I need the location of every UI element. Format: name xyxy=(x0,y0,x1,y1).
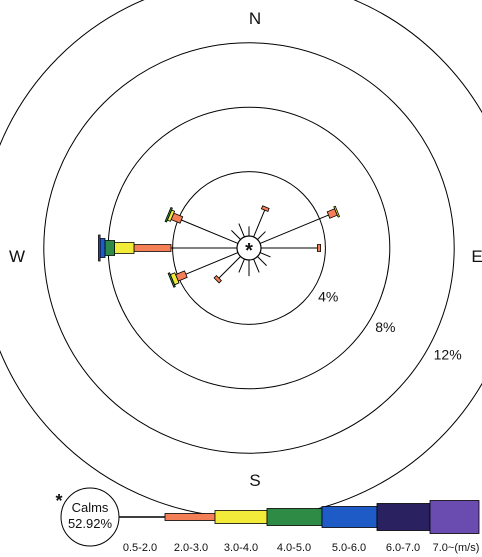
legend-swatch-3.0-4.0 xyxy=(215,511,267,524)
ring-label-12: 12% xyxy=(434,347,462,363)
compass-west: W xyxy=(9,247,25,266)
calms-label: Calms xyxy=(72,500,109,515)
compass-north: N xyxy=(249,9,261,28)
spoke-sse xyxy=(254,259,260,272)
bar-w-4.0-5.0 xyxy=(105,241,115,256)
spoke-ne xyxy=(257,232,265,240)
spoke-nw xyxy=(231,230,240,239)
spoke-sw xyxy=(219,256,241,278)
legend-swatch-2.0-3.0 xyxy=(165,514,215,521)
spoke-nne xyxy=(254,210,265,237)
legend-label-5.0-6.0: 5.0-6.0 xyxy=(332,542,366,554)
spoke-wsw xyxy=(186,253,238,275)
calms-asterisk: * xyxy=(55,491,62,511)
bar-e-2.0-3.0 xyxy=(317,245,320,252)
legend-label-0.5-2.0: 0.5-2.0 xyxy=(123,542,157,554)
spoke-se xyxy=(257,256,266,265)
spoke-ese xyxy=(260,253,270,257)
range-rings xyxy=(0,0,482,518)
spoke-ssw xyxy=(239,259,245,272)
ring-label-8: 8% xyxy=(375,319,395,335)
legend-label-4.0-5.0: 4.0-5.0 xyxy=(277,542,311,554)
legend-swatch-7.0~(m/s) xyxy=(430,501,479,534)
bar-nne-2.0-3.0 xyxy=(261,206,269,212)
bar-w-3.0-4.0 xyxy=(115,243,134,254)
bar-w-7.0~(m/s) xyxy=(99,235,101,261)
ring-label-4: 4% xyxy=(318,288,338,304)
calm-center-asterisk: * xyxy=(245,240,253,262)
compass-south: S xyxy=(249,471,260,490)
compass-east: E xyxy=(471,247,482,266)
range-ring-16 xyxy=(0,0,482,518)
spoke-ene xyxy=(260,215,328,243)
spoke-nnw xyxy=(239,224,245,237)
legend-swatch-5.0-6.0 xyxy=(322,507,377,528)
legend-label-3.0-4.0: 3.0-4.0 xyxy=(224,542,258,554)
legend-label-2.0-3.0: 2.0-3.0 xyxy=(174,542,208,554)
legend-swatch-4.0-5.0 xyxy=(267,509,322,526)
direction-bars xyxy=(99,206,340,287)
spoke-wnw xyxy=(181,220,238,243)
calms-value: 52.92% xyxy=(68,516,113,531)
legend-label-7.0~(m/s): 7.0~(m/s) xyxy=(433,542,480,554)
bar-w-5.0-6.0 xyxy=(100,239,105,258)
legend: * Calms 52.92% 0.5-2.0 2.0-3.0 3.0-4.0 4.0-… xyxy=(55,488,479,554)
legend-swatch-6.0-7.0 xyxy=(377,504,430,531)
ring-labels: 4%8%12%16% xyxy=(318,288,482,386)
legend-label-6.0-7.0: 6.0-7.0 xyxy=(386,542,420,554)
bar-w-2.0-3.0 xyxy=(134,245,171,252)
